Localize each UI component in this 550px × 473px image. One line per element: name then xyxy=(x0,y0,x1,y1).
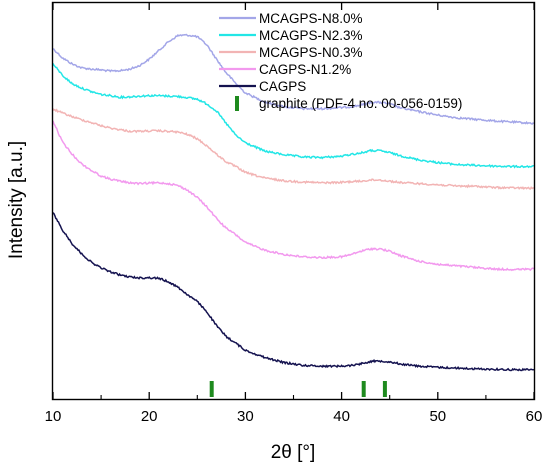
legend-label-4: CAGPS-N1.2% xyxy=(259,62,351,77)
x-tick-label-3: 30 xyxy=(237,408,254,425)
x-tick-label-2: 20 xyxy=(141,408,158,425)
series-layer xyxy=(52,33,535,372)
x-tick-label-6: 60 xyxy=(526,408,543,425)
reference-marker-2 xyxy=(361,381,366,397)
reference-marker-1 xyxy=(209,381,214,397)
x-axis-title: 2θ [°] xyxy=(271,442,316,463)
x-tick-label-4: 40 xyxy=(333,408,350,425)
legend-label-2: MCAGPS-N2.3% xyxy=(259,28,363,43)
legend-label-3: MCAGPS-N0.3% xyxy=(259,45,363,60)
y-axis-title: Intensity [a.u.] xyxy=(6,141,27,259)
series-line-3 xyxy=(52,108,535,190)
reference-marker-3 xyxy=(382,381,387,397)
legend-label-1: MCAGPS-N8.0% xyxy=(259,11,363,26)
legend-label-5: CAGPS xyxy=(259,79,306,94)
plot-frame xyxy=(51,1,536,401)
series-line-4 xyxy=(52,120,535,272)
series-line-2 xyxy=(52,63,534,169)
x-axis-ticks: 10 20 30 40 50 60 xyxy=(45,3,543,425)
series-line-5 xyxy=(52,212,535,372)
x-tick-label-5: 50 xyxy=(429,408,446,425)
reference-marker-layer xyxy=(209,381,387,397)
legend: MCAGPS-N8.0% MCAGPS-N2.3% MCAGPS-N0.3% CAGP… xyxy=(219,11,462,111)
x-tick-label-1: 10 xyxy=(45,408,62,425)
legend-swatch-reference xyxy=(235,96,239,111)
legend-label-6: graphite (PDF-4 no. 00-056-0159) xyxy=(259,96,462,111)
series-line-1 xyxy=(52,33,535,125)
